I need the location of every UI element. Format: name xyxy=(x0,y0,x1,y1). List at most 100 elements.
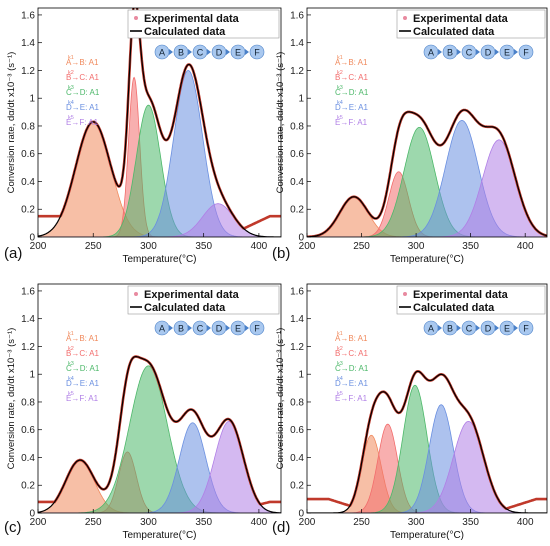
chain-node-label: A xyxy=(428,324,434,334)
step-label-2: B→C: A1 xyxy=(66,349,99,358)
chain-arrow xyxy=(514,49,518,55)
chain-node-f xyxy=(518,44,534,60)
chain-arrow xyxy=(476,325,480,331)
legend-box xyxy=(127,9,280,39)
legend-entry-experimental: Experimental data xyxy=(413,13,509,25)
step-rate-subscript: k3 xyxy=(337,85,343,91)
chain-node-label: C xyxy=(197,48,204,58)
y-tick-label: 0 xyxy=(298,509,304,520)
axes-frame xyxy=(306,283,548,514)
step-label-3: C→D: A1 xyxy=(335,88,369,97)
step-rate-subscript: k5 xyxy=(68,115,74,121)
plot-area xyxy=(38,8,281,237)
step-rate-subscript: k1 xyxy=(337,55,343,61)
step-rate-subscript: k4 xyxy=(337,376,343,382)
y-tick-label: 1 xyxy=(298,370,304,381)
y-tick-label: 0.4 xyxy=(21,177,35,188)
step-rate-subscript: k2 xyxy=(68,70,74,76)
step-label-2: B→C: A1 xyxy=(335,349,368,358)
axes-frame xyxy=(37,7,282,238)
peak-area-4 xyxy=(307,404,547,513)
chain-node-label: F xyxy=(523,324,529,334)
chart-panel-1: 200 250 300 350 400 0 0.2 0.4 0.6 0.8 1 1.2 1.4 1.6 Te… xyxy=(4,7,282,265)
x-tick-label: 400 xyxy=(251,241,268,252)
legend-box xyxy=(127,285,280,315)
chain-node-label: E xyxy=(235,48,241,58)
x-tick-label: 350 xyxy=(462,241,479,252)
legend-entry-experimental: Experimental data xyxy=(413,289,509,301)
panel-label: (a) xyxy=(4,245,22,262)
chain-node-label: C xyxy=(466,48,473,58)
chain-arrow xyxy=(457,325,461,331)
chain-arrow xyxy=(188,325,192,331)
y-tick-label: 1.2 xyxy=(21,66,35,77)
chart-panel-3: 200 250 300 350 400 0 0.2 0.4 0.6 0.8 1 1.2 1.4 1.6 Te… xyxy=(4,283,282,541)
y-tick-label: 1.6 xyxy=(21,286,35,297)
y-tick-label: 1 xyxy=(29,94,35,105)
step-rate-subscript: k5 xyxy=(337,391,343,397)
chain-node-label: A xyxy=(428,48,434,58)
chain-node-label: B xyxy=(178,48,184,58)
step-rate-subscript: k1 xyxy=(68,55,74,61)
x-tick-label: 300 xyxy=(140,517,157,528)
chain-arrow xyxy=(169,49,173,55)
y-tick-label: 0 xyxy=(29,509,35,520)
x-tick-label: 200 xyxy=(299,241,316,252)
step-rate-subscript: k4 xyxy=(337,100,343,106)
x-tick-label: 350 xyxy=(195,241,212,252)
step-label-4: D→E: A1 xyxy=(335,379,368,388)
y-tick-label: 1.6 xyxy=(21,10,35,21)
step-rate-subscript: k1 xyxy=(68,331,74,337)
step-label-4: D→E: A1 xyxy=(66,103,99,112)
y-tick-label: 0.2 xyxy=(290,481,304,492)
step-rate-subscript: k2 xyxy=(68,346,74,352)
x-tick-label: 300 xyxy=(408,517,425,528)
x-axis-label: Temperature(°C) xyxy=(390,254,464,265)
calculated-curve xyxy=(38,356,281,513)
y-tick-label: 0.4 xyxy=(290,177,304,188)
y-tick-label: 1.6 xyxy=(290,10,304,21)
chart-panel-4: 200 250 300 350 400 0 0.2 0.4 0.6 0.8 1 1.2 1.4 1.6 Te… xyxy=(272,283,548,541)
chain-arrow xyxy=(226,325,230,331)
chain-arrow xyxy=(207,49,211,55)
legend-entry-calculated: Calculated data xyxy=(144,26,226,38)
y-tick-label: 0.2 xyxy=(21,481,35,492)
chain-node-label: F xyxy=(523,48,529,58)
chain-arrow xyxy=(438,325,442,331)
chain-node-label: D xyxy=(485,48,492,58)
legend-box xyxy=(396,285,546,315)
chain-arrow xyxy=(514,325,518,331)
legend-marker-experimental xyxy=(134,292,138,296)
legend-marker-experimental xyxy=(134,16,138,20)
step-label-3: C→D: A1 xyxy=(66,88,100,97)
peak-area-3 xyxy=(307,384,547,513)
calculated-curve xyxy=(307,370,547,513)
x-tick-label: 250 xyxy=(85,241,102,252)
chain-node-f xyxy=(249,44,265,60)
chain-node-f xyxy=(249,320,265,336)
axes-frame xyxy=(306,7,548,238)
y-axis-label: Conversion rate, dα/dt x10⁻³ (s⁻¹) xyxy=(275,52,286,194)
chain-arrow xyxy=(495,49,499,55)
step-label-3: C→D: A1 xyxy=(66,364,100,373)
chain-node-label: D xyxy=(216,324,223,334)
x-tick-label: 250 xyxy=(353,517,370,528)
step-label-1: A→B: A1 xyxy=(335,334,368,343)
step-rate-subscript: k1 xyxy=(337,331,343,337)
legend-marker-experimental xyxy=(403,16,407,20)
step-label-3: C→D: A1 xyxy=(335,364,369,373)
panel-label: (c) xyxy=(4,519,22,536)
step-rate-subscript: k5 xyxy=(337,115,343,121)
chain-arrow xyxy=(438,49,442,55)
x-tick-label: 200 xyxy=(299,517,316,528)
x-tick-label: 350 xyxy=(462,517,479,528)
chain-node-label: E xyxy=(504,48,510,58)
chain-node-label: F xyxy=(254,48,260,58)
x-tick-label: 300 xyxy=(140,241,157,252)
chain-node-f xyxy=(518,320,534,336)
x-tick-label: 400 xyxy=(517,241,534,252)
x-axis-label: Temperature(°C) xyxy=(390,530,464,541)
step-rate-subscript: k4 xyxy=(68,100,74,106)
chain-node-label: E xyxy=(235,324,241,334)
